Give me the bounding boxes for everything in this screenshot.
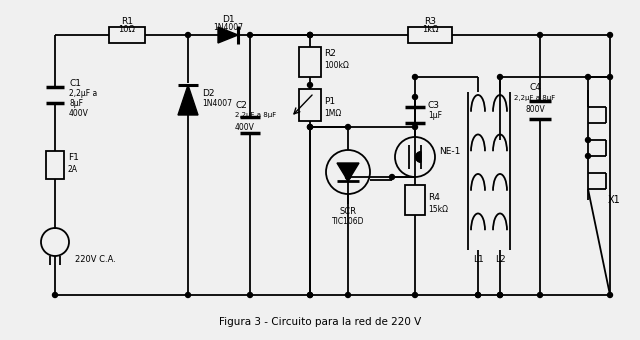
- Circle shape: [307, 83, 312, 87]
- Circle shape: [607, 33, 612, 37]
- Text: R3: R3: [424, 17, 436, 26]
- Bar: [408, 27, 452, 43]
- Polygon shape: [416, 152, 421, 162]
- Text: 1μF: 1μF: [428, 110, 442, 119]
- Circle shape: [186, 33, 191, 37]
- Text: SCR: SCR: [339, 207, 356, 217]
- Circle shape: [413, 292, 417, 298]
- Circle shape: [346, 292, 351, 298]
- Polygon shape: [218, 27, 238, 43]
- Text: 800V: 800V: [525, 105, 545, 115]
- Text: 10Ω: 10Ω: [118, 24, 136, 34]
- Text: 2,2μF a: 2,2μF a: [69, 88, 97, 98]
- Text: X1: X1: [608, 195, 621, 205]
- Circle shape: [413, 95, 417, 100]
- Text: F1: F1: [68, 153, 79, 162]
- Circle shape: [476, 292, 481, 298]
- Circle shape: [497, 292, 502, 298]
- Circle shape: [538, 33, 543, 37]
- Circle shape: [346, 174, 351, 180]
- Text: 2A: 2A: [68, 166, 78, 174]
- Circle shape: [497, 74, 502, 80]
- Circle shape: [307, 124, 312, 130]
- Circle shape: [476, 292, 481, 298]
- Text: 2,2μF a 8μF: 2,2μF a 8μF: [515, 95, 556, 101]
- Text: D1: D1: [221, 15, 234, 23]
- Circle shape: [390, 174, 394, 180]
- Circle shape: [586, 137, 591, 142]
- Circle shape: [586, 153, 591, 158]
- Circle shape: [248, 292, 253, 298]
- Circle shape: [52, 292, 58, 298]
- Text: 400V: 400V: [235, 122, 255, 132]
- Text: D2: D2: [202, 88, 214, 98]
- Text: 8μF: 8μF: [69, 99, 83, 107]
- Bar: [299, 47, 321, 77]
- Text: C1: C1: [69, 79, 81, 87]
- Circle shape: [497, 292, 502, 298]
- Circle shape: [346, 124, 351, 130]
- Circle shape: [307, 33, 312, 37]
- Text: NE-1: NE-1: [439, 147, 460, 155]
- Text: C2: C2: [235, 101, 247, 109]
- Circle shape: [413, 124, 417, 130]
- Circle shape: [307, 33, 312, 37]
- Bar: [405, 185, 425, 215]
- Text: R1: R1: [121, 17, 133, 26]
- Text: C4: C4: [529, 84, 541, 92]
- Text: 15kΩ: 15kΩ: [428, 204, 448, 214]
- Text: R4: R4: [428, 192, 440, 202]
- Text: L2: L2: [495, 255, 506, 265]
- Text: TIC106D: TIC106D: [332, 217, 364, 225]
- Bar: [299, 89, 321, 121]
- Bar: [46, 151, 64, 179]
- Circle shape: [607, 292, 612, 298]
- Text: P1: P1: [324, 97, 335, 105]
- Text: 1N4007: 1N4007: [202, 99, 232, 107]
- Text: 1N4007: 1N4007: [213, 22, 243, 32]
- Circle shape: [307, 292, 312, 298]
- Bar: [109, 27, 145, 43]
- Polygon shape: [337, 163, 359, 181]
- Text: 1kΩ: 1kΩ: [422, 24, 438, 34]
- Circle shape: [607, 74, 612, 80]
- Text: Figura 3 - Circuito para la red de 220 V: Figura 3 - Circuito para la red de 220 V: [219, 317, 421, 327]
- Text: 2,2μF a 8μF: 2,2μF a 8μF: [235, 112, 276, 118]
- Text: 100kΩ: 100kΩ: [324, 61, 349, 69]
- Circle shape: [186, 292, 191, 298]
- Text: L1: L1: [472, 255, 483, 265]
- Circle shape: [586, 74, 591, 80]
- Circle shape: [538, 292, 543, 298]
- Text: C3: C3: [428, 101, 440, 109]
- Text: 220V C.A.: 220V C.A.: [75, 255, 116, 265]
- Circle shape: [307, 124, 312, 130]
- Circle shape: [413, 74, 417, 80]
- Circle shape: [307, 33, 312, 37]
- Circle shape: [307, 292, 312, 298]
- Text: 1MΩ: 1MΩ: [324, 108, 341, 118]
- Text: R2: R2: [324, 49, 336, 57]
- Polygon shape: [178, 85, 198, 115]
- Circle shape: [248, 33, 253, 37]
- Text: 400V: 400V: [69, 108, 89, 118]
